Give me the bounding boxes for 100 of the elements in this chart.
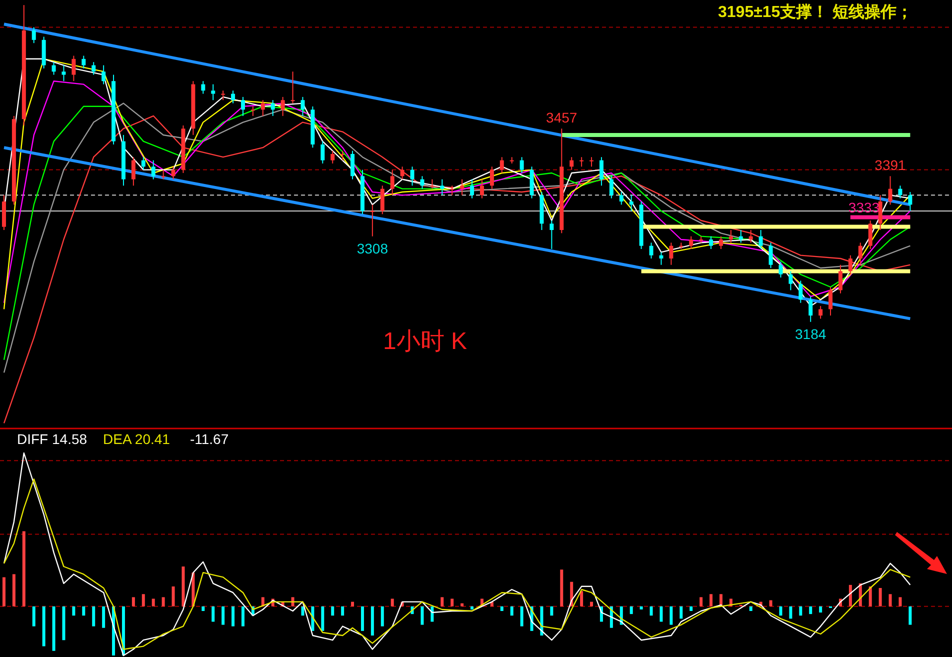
- annotation: 3308: [356, 240, 388, 256]
- text: -11.67: [190, 431, 229, 447]
- candlestick: [838, 264, 842, 294]
- bar: [520, 606, 524, 626]
- candlestick: [728, 230, 733, 244]
- candlestick: [609, 176, 614, 199]
- bar: [789, 606, 792, 619]
- text: 1小时 K: [382, 328, 468, 355]
- candlestick: [82, 55, 86, 69]
- bar: [351, 602, 354, 606]
- candlestick: [709, 236, 714, 250]
- candlestick: [330, 150, 335, 164]
- candlestick: [370, 204, 374, 237]
- candlestick: [420, 176, 424, 190]
- bar: [460, 603, 464, 606]
- bar: [22, 531, 26, 606]
- candlestick: [490, 166, 494, 190]
- candlestick: [400, 166, 404, 180]
- candlestick: [808, 296, 813, 322]
- bar: [868, 586, 872, 606]
- candlestick: [480, 178, 484, 199]
- text: DEA 20.41: [103, 431, 170, 447]
- bar: [690, 606, 693, 611]
- candlestick: [858, 242, 862, 266]
- bar: [650, 606, 653, 616]
- candlestick: [92, 62, 96, 76]
- candlestick: [102, 64, 106, 85]
- bar: [52, 606, 56, 651]
- bar: [580, 591, 584, 606]
- bar: [769, 600, 772, 606]
- bar: [12, 574, 16, 606]
- annotation: 3195±15支撑！ 短线操作；: [718, 3, 913, 21]
- candlestick: [570, 156, 574, 170]
- bar: [749, 606, 752, 611]
- candlestick: [689, 236, 694, 250]
- bar: [848, 584, 852, 606]
- candlestick: [72, 55, 76, 82]
- candlestick: [738, 230, 743, 244]
- bar: [172, 586, 175, 606]
- bar: [42, 606, 46, 646]
- bar: [590, 602, 594, 606]
- candlestick: [908, 191, 912, 212]
- bar: [72, 606, 76, 616]
- candlestick: [599, 156, 604, 186]
- candlestick: [888, 176, 892, 206]
- bar: [680, 606, 683, 619]
- candlestick: [718, 236, 723, 250]
- bar: [510, 606, 514, 616]
- bar: [241, 606, 244, 626]
- candlestick: [390, 169, 394, 196]
- bar: [202, 606, 205, 611]
- bar: [380, 606, 384, 626]
- candlestick: [778, 261, 783, 278]
- bar: [799, 606, 802, 616]
- candlestick: [52, 62, 56, 76]
- candlestick: [131, 156, 136, 186]
- bar: [640, 606, 643, 610]
- bar: [819, 606, 822, 613]
- candlestick: [848, 254, 852, 275]
- candlestick: [649, 242, 654, 260]
- candlestick: [798, 280, 803, 304]
- candlestick: [340, 150, 345, 161]
- candlestick: [141, 156, 146, 170]
- candlestick: [240, 96, 245, 116]
- bar: [142, 594, 145, 606]
- candlestick: [659, 252, 664, 266]
- candlestick: [590, 156, 594, 168]
- candlestick: [62, 64, 66, 82]
- candlestick: [450, 185, 454, 196]
- candlestick: [350, 150, 355, 180]
- bar: [341, 606, 344, 616]
- bar: [500, 606, 504, 611]
- candlestick: [221, 90, 226, 101]
- candlestick: [380, 185, 384, 215]
- candlestick: [500, 156, 504, 174]
- bar: [92, 606, 96, 626]
- bar: [321, 606, 324, 631]
- candlestick: [440, 178, 444, 196]
- bar: [470, 606, 474, 610]
- candlestick: [619, 191, 624, 206]
- bar: [390, 598, 394, 606]
- candlestick: [211, 84, 216, 101]
- bar: [222, 606, 225, 625]
- series-label: DIFF 14.58: [17, 431, 88, 447]
- candlestick: [161, 169, 166, 180]
- bar: [550, 606, 554, 616]
- candlestick: [280, 96, 285, 116]
- bar: [132, 597, 135, 606]
- bar: [779, 606, 782, 616]
- candlestick: [270, 100, 275, 116]
- candlestick: [320, 140, 325, 164]
- candlestick: [430, 178, 434, 190]
- candlestick: [520, 156, 524, 174]
- candlestick: [151, 160, 156, 180]
- candlestick: [878, 194, 882, 230]
- bar: [82, 606, 86, 616]
- bar: [630, 606, 633, 614]
- candlestick: [290, 71, 295, 104]
- bar: [560, 570, 564, 606]
- candlestick: [629, 194, 634, 212]
